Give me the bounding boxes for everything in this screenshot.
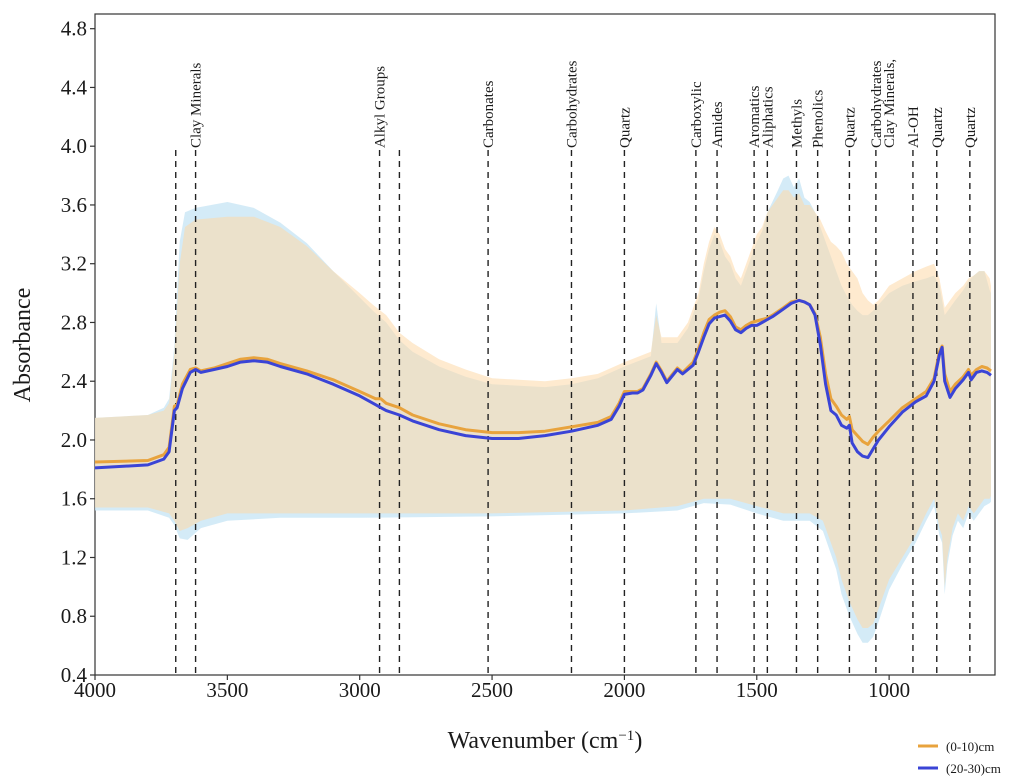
annotation-label: Carbohydrates — [869, 60, 885, 148]
annotation-label: Quartz — [617, 107, 633, 148]
x-tick-label: 1500 — [736, 678, 778, 702]
mean-lines — [94, 298, 992, 470]
y-tick-label: 1.2 — [61, 545, 87, 569]
annotation-label: Carbohydrates — [565, 60, 581, 148]
annotation-label: Quartz — [930, 107, 946, 148]
annotation-labels: Clay Minerals Alkyl Groups Carbonates Carbo… — [189, 59, 979, 148]
y-axis: 0.4 0.8 1.2 1.6 2.0 2.4 2.8 3.2 3.6 4.0 4.4 4.8 — [61, 17, 95, 687]
y-tick-label: 0.8 — [61, 604, 87, 628]
y-tick-label: 2.0 — [61, 428, 87, 452]
annotation-label: Al-OH — [906, 106, 922, 148]
x-axis-title: Wavenumber (cm−1) — [448, 728, 643, 754]
y-tick-label: 3.6 — [61, 193, 87, 217]
y-tick-label: 2.4 — [61, 369, 88, 393]
annotation-label: Phenolics — [811, 89, 827, 147]
x-tick-label: 2000 — [603, 678, 645, 702]
annotation-label: Quartz — [963, 107, 979, 148]
y-tick-label: 4.4 — [61, 75, 88, 99]
annotation-label: Aromatics — [747, 85, 763, 148]
x-tick-label: 3000 — [339, 678, 381, 702]
y-tick-label: 0.4 — [61, 663, 88, 687]
mean-line-series-1 — [94, 298, 992, 470]
x-tick-label: 2500 — [471, 678, 513, 702]
y-tick-label: 2.8 — [61, 310, 87, 334]
x-tick-label: 4000 — [74, 678, 116, 702]
annotation-label: Alkyl Groups — [373, 66, 389, 148]
x-tick-label: 1000 — [868, 678, 910, 702]
plot-frame — [94, 13, 996, 676]
legend-label-series-0: (0-10)cm — [946, 739, 994, 754]
mean-line-series-0 — [94, 298, 992, 464]
annotation-label: Carboxylic — [689, 81, 705, 148]
y-tick-label: 1.6 — [61, 487, 87, 511]
legend-label-series-1: (20-30)cm — [946, 761, 1001, 776]
plot-area — [94, 13, 996, 676]
y-axis-title: Absorbance — [10, 288, 36, 403]
band-series-0 — [95, 190, 991, 629]
annotation-label: Clay Minerals — [189, 62, 205, 148]
annotation-label: Carbonates — [481, 80, 497, 148]
annotation-label: Aliphatics — [760, 86, 776, 148]
y-tick-label: 4.8 — [61, 17, 87, 41]
x-axis: 4000 3500 3000 2500 2000 1500 1000 — [74, 675, 910, 702]
legend: (0-10)cm (20-30)cm — [918, 739, 1001, 776]
annotation-label: Methyls — [790, 99, 806, 148]
annotation-label: Quartz — [842, 107, 858, 148]
annotation-label: Clay Minerals, — [882, 59, 898, 148]
annotation-label: Amides — [710, 101, 726, 148]
y-tick-label: 4.0 — [61, 134, 87, 158]
x-tick-label: 3500 — [206, 678, 248, 702]
y-tick-label: 3.2 — [61, 252, 87, 276]
ribbon-bands — [95, 175, 991, 643]
